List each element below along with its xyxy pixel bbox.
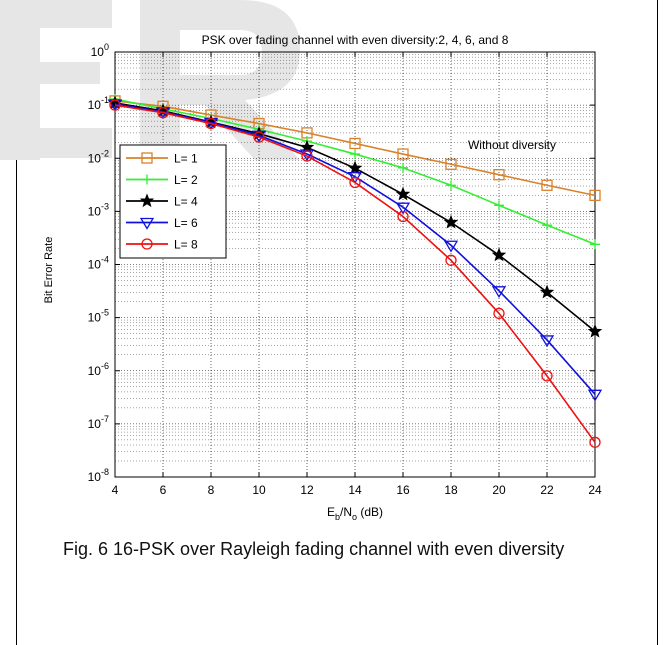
series-point xyxy=(589,189,601,202)
x-tick-label: 16 xyxy=(396,483,410,497)
series-point xyxy=(590,239,600,250)
series-point xyxy=(397,148,409,160)
x-axis-label: Eb/No (dB) xyxy=(327,505,383,520)
series-point xyxy=(397,210,409,223)
x-tick-label: 22 xyxy=(540,483,554,497)
y-axis-label: Bit Error Rate xyxy=(43,237,55,304)
series-point xyxy=(109,99,121,111)
legend-marker xyxy=(141,238,153,250)
series-point xyxy=(494,200,504,211)
series-line xyxy=(114,100,596,197)
x-label-sub-b: b xyxy=(335,512,340,520)
series-point xyxy=(349,137,361,150)
legend-label: L= 8 xyxy=(174,238,198,252)
x-tick-label: 10 xyxy=(252,483,266,497)
legend-label: L= 4 xyxy=(174,195,198,209)
x-label-e: E xyxy=(327,505,335,519)
series-point xyxy=(446,180,456,191)
series-point xyxy=(443,214,459,229)
figure-frame xyxy=(16,0,658,645)
x-tick-label: 20 xyxy=(492,483,506,497)
series-point xyxy=(205,117,217,130)
series-point xyxy=(589,436,601,448)
series-point xyxy=(493,307,505,320)
x-tick-label: 14 xyxy=(348,483,362,497)
series-point xyxy=(395,202,411,215)
x-label-unit: (dB) xyxy=(357,505,383,519)
legend-marker xyxy=(139,193,155,208)
watermark-e-mid xyxy=(0,62,100,84)
y-tick-label: 100 xyxy=(91,42,109,59)
series-layer xyxy=(107,94,603,448)
series-point xyxy=(539,335,555,348)
series-point xyxy=(347,172,363,184)
series-line xyxy=(114,103,596,395)
series-point xyxy=(349,176,361,189)
y-tick-label: 10-1 xyxy=(88,95,109,112)
x-tick-label: 8 xyxy=(208,483,215,497)
y-tick-label: 10-2 xyxy=(88,148,109,165)
series-point xyxy=(541,370,553,382)
series-point xyxy=(445,158,457,170)
series-point xyxy=(398,162,408,173)
series-point xyxy=(157,107,169,119)
legend: L= 1 L= 2 L= 4 L= 6 L= 8 xyxy=(119,144,227,259)
series-point xyxy=(542,220,552,231)
series-point xyxy=(491,286,507,299)
series-point xyxy=(493,169,505,181)
y-tick-label: 10-7 xyxy=(88,414,109,431)
legend-entry: L= 1 xyxy=(126,152,198,166)
legend-entry: L= 8 xyxy=(126,238,198,252)
y-tick-label: 10-5 xyxy=(88,308,109,325)
annotation-without-diversity: Without diversity xyxy=(468,138,556,152)
grid xyxy=(114,52,596,478)
y-tick-label: 10-8 xyxy=(88,467,109,484)
figure-caption: Fig. 6 16-PSK over Rayleigh fading chann… xyxy=(63,539,565,559)
series-point xyxy=(350,149,360,160)
y-axis-ticks: 100 10-1 10-2 10-3 10-4 10-5 10-6 10-7 10-8 xyxy=(88,42,595,484)
x-label-slash: /N xyxy=(340,505,352,519)
series-point xyxy=(301,150,313,162)
series-point xyxy=(587,323,603,338)
legend-entry: L= 4 xyxy=(126,193,198,209)
series-point xyxy=(395,186,411,201)
legend-entry: L= 6 xyxy=(126,216,198,230)
legend-marker xyxy=(142,174,152,185)
series-point xyxy=(443,240,459,253)
series-point xyxy=(587,389,603,402)
y-tick-label: 10-6 xyxy=(88,361,109,378)
legend-label: L= 2 xyxy=(174,173,198,187)
x-tick-label: 4 xyxy=(112,483,119,497)
legend-marker xyxy=(141,152,153,164)
x-tick-label: 18 xyxy=(444,483,458,497)
x-tick-label: 12 xyxy=(300,483,314,497)
x-tick-label: 6 xyxy=(160,483,167,497)
chart: 4 6 8 10 12 14 16 18 20 22 24 10010-110-210-310-41… xyxy=(43,33,603,520)
x-axis-ticks: 4 6 8 10 12 14 16 18 20 22 24 xyxy=(112,52,602,497)
series-point xyxy=(541,179,553,191)
series-point xyxy=(445,254,457,266)
watermark-e-bottom xyxy=(0,128,112,158)
series-point xyxy=(539,284,555,299)
x-tick-label: 24 xyxy=(588,483,602,497)
y-tick-label: 10-4 xyxy=(88,255,109,272)
series-point xyxy=(491,247,507,262)
series-line xyxy=(114,104,596,443)
chart-title: PSK over fading channel with even divers… xyxy=(202,33,509,47)
series-point xyxy=(347,160,363,175)
watermark-r xyxy=(140,0,300,160)
legend-label: L= 1 xyxy=(174,152,198,166)
series-5 xyxy=(109,99,601,448)
legend-marker xyxy=(139,217,155,230)
series-point xyxy=(253,131,265,143)
legend-entry: L= 2 xyxy=(126,173,198,187)
legend-label: L= 6 xyxy=(174,216,198,230)
y-tick-label: 10-3 xyxy=(88,201,109,218)
x-label-sub-o: o xyxy=(352,512,357,520)
